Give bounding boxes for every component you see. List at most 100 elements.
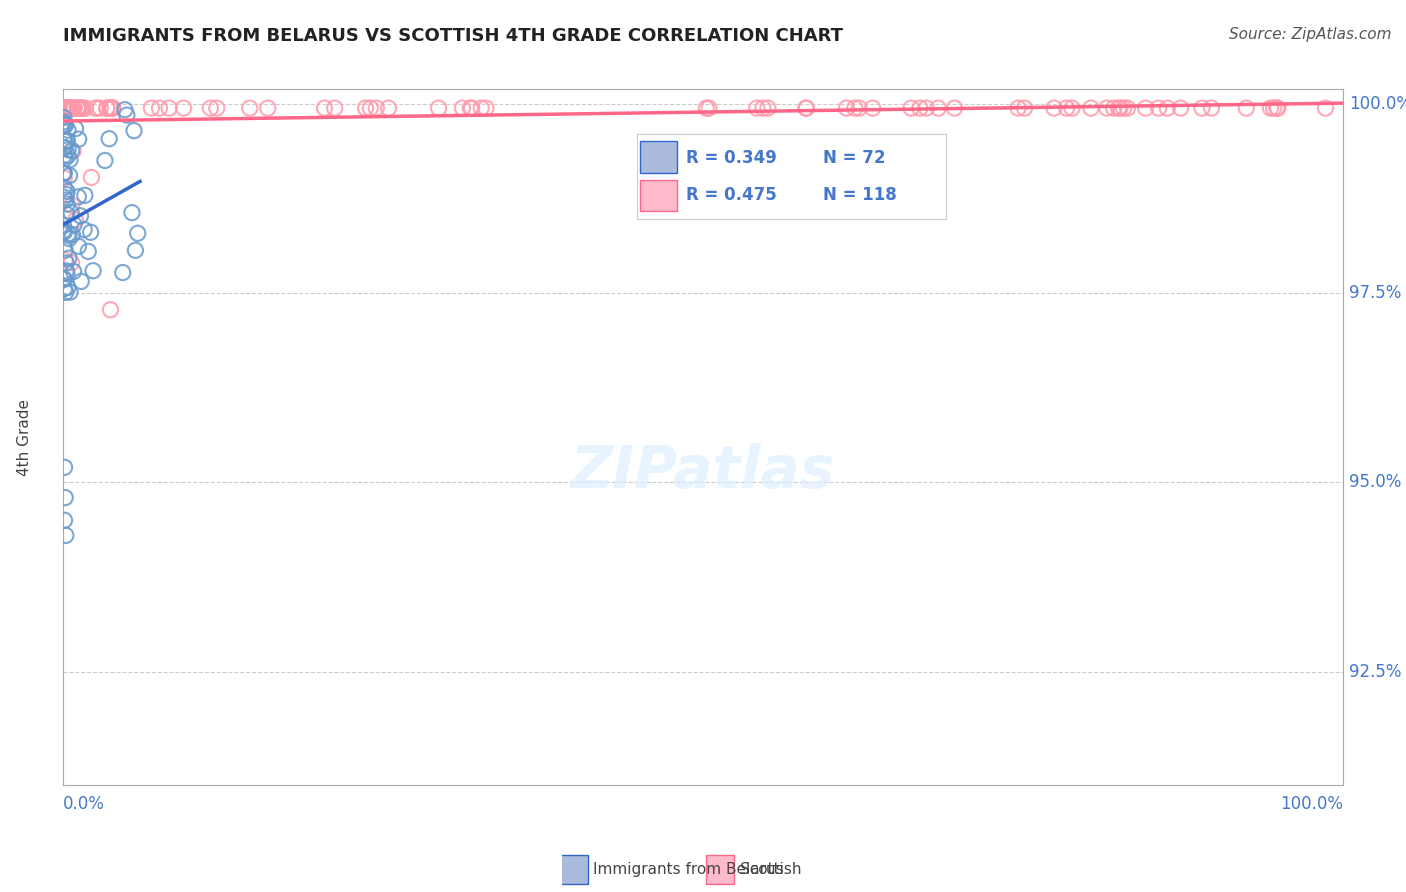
- Point: [53, 252, 76, 267]
- Point: [124, 244, 146, 258]
- Point: [1263, 101, 1285, 115]
- Point: [62, 144, 84, 158]
- Point: [122, 123, 145, 137]
- Point: [1112, 101, 1135, 115]
- Point: [56, 197, 79, 211]
- Point: [62, 101, 84, 115]
- FancyBboxPatch shape: [640, 179, 678, 211]
- Point: [366, 101, 388, 115]
- Text: 92.5%: 92.5%: [1350, 663, 1402, 681]
- Point: [55, 187, 77, 202]
- Point: [1267, 101, 1289, 115]
- Point: [101, 101, 124, 115]
- Point: [89, 101, 111, 115]
- Point: [173, 101, 195, 115]
- Point: [844, 101, 866, 115]
- Point: [52, 166, 75, 180]
- Point: [56, 148, 79, 162]
- Text: 100.0%: 100.0%: [1279, 796, 1343, 814]
- Point: [72, 101, 94, 115]
- Point: [200, 101, 222, 115]
- Point: [1147, 101, 1170, 115]
- Point: [53, 101, 76, 115]
- Text: IMMIGRANTS FROM BELARUS VS SCOTTISH 4TH GRADE CORRELATION CHART: IMMIGRANTS FROM BELARUS VS SCOTTISH 4TH …: [63, 27, 844, 45]
- Point: [1156, 101, 1178, 115]
- Point: [1102, 101, 1125, 115]
- Point: [101, 101, 124, 115]
- Point: [101, 101, 124, 115]
- Point: [80, 170, 103, 185]
- Point: [55, 207, 77, 221]
- Point: [53, 118, 76, 132]
- Point: [52, 111, 75, 125]
- Point: [62, 227, 84, 242]
- Point: [66, 101, 89, 115]
- Point: [60, 101, 83, 115]
- Point: [835, 101, 858, 115]
- Point: [1260, 101, 1282, 115]
- Text: N = 72: N = 72: [823, 149, 884, 167]
- Point: [58, 169, 80, 183]
- Point: [67, 239, 90, 253]
- Point: [58, 101, 80, 115]
- Point: [314, 101, 336, 115]
- Point: [73, 222, 96, 236]
- Point: [695, 101, 717, 115]
- Point: [59, 153, 82, 167]
- Point: [52, 115, 75, 129]
- Point: [53, 101, 76, 115]
- Point: [794, 101, 817, 115]
- Point: [53, 243, 76, 257]
- Point: [53, 117, 76, 131]
- Point: [60, 101, 83, 115]
- Point: [56, 227, 79, 241]
- Point: [52, 101, 75, 115]
- Point: [55, 101, 77, 115]
- Point: [1201, 101, 1223, 115]
- Point: [53, 140, 76, 154]
- Point: [53, 101, 76, 115]
- Point: [53, 282, 76, 296]
- Text: 97.5%: 97.5%: [1350, 285, 1402, 302]
- Point: [55, 101, 77, 115]
- Point: [65, 121, 87, 136]
- Point: [55, 285, 77, 300]
- FancyBboxPatch shape: [706, 855, 734, 884]
- Point: [60, 101, 83, 115]
- Point: [53, 190, 76, 204]
- Point: [354, 101, 377, 115]
- Point: [67, 101, 90, 115]
- Point: [53, 225, 76, 239]
- Point: [75, 101, 97, 115]
- Text: R = 0.349: R = 0.349: [686, 149, 778, 167]
- Point: [1170, 101, 1192, 115]
- Point: [58, 101, 80, 115]
- Point: [1014, 101, 1036, 115]
- Point: [58, 101, 80, 115]
- Point: [53, 491, 76, 505]
- Point: [98, 101, 121, 115]
- Point: [205, 101, 228, 115]
- Point: [53, 119, 76, 133]
- Point: [56, 143, 79, 157]
- FancyBboxPatch shape: [560, 855, 588, 884]
- Point: [796, 101, 818, 115]
- Point: [52, 101, 75, 115]
- Point: [1116, 101, 1139, 115]
- Point: [115, 108, 138, 122]
- Point: [55, 101, 77, 115]
- Point: [53, 460, 76, 475]
- Point: [82, 264, 104, 278]
- Point: [96, 101, 118, 115]
- Point: [69, 101, 91, 115]
- Point: [56, 266, 79, 280]
- Point: [52, 272, 75, 286]
- Point: [59, 101, 82, 115]
- Point: [141, 101, 163, 115]
- Text: 95.0%: 95.0%: [1350, 474, 1402, 491]
- Point: [848, 101, 870, 115]
- Point: [53, 152, 76, 166]
- Point: [59, 101, 82, 115]
- Point: [1265, 101, 1288, 115]
- Point: [1108, 101, 1130, 115]
